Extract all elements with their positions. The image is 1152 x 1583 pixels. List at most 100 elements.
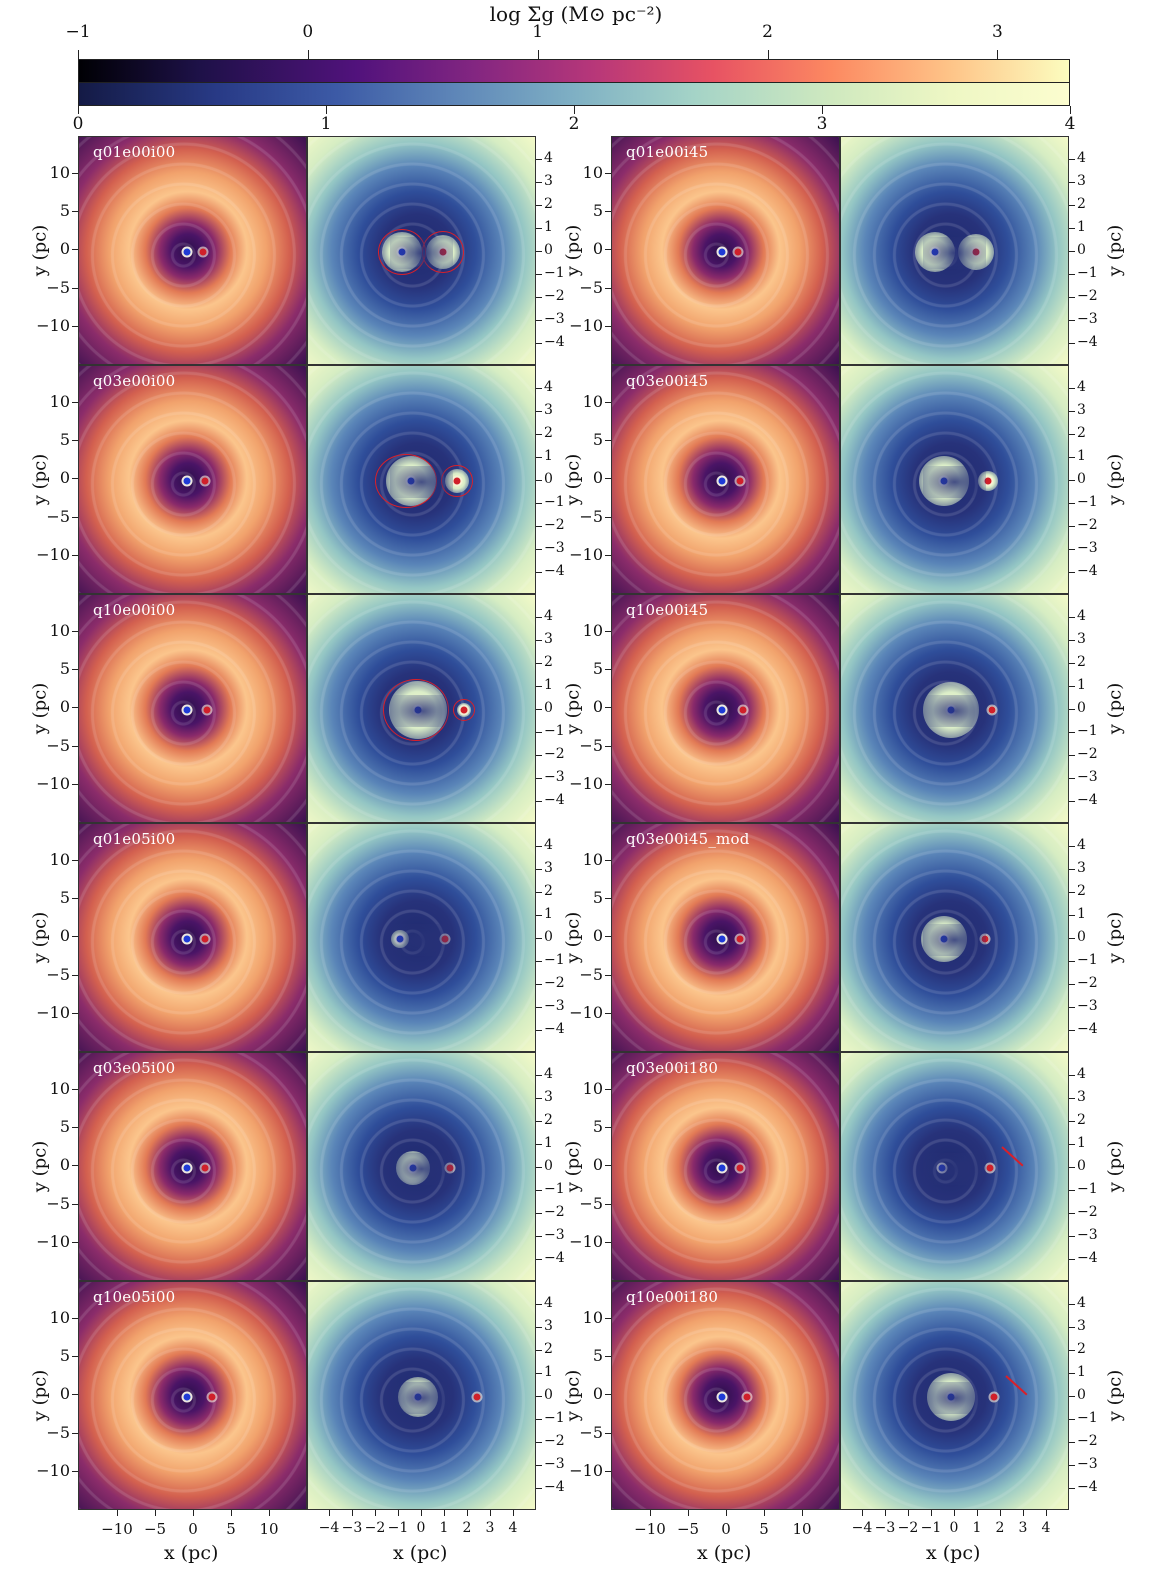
colorbar-top-tick-label: 2 — [762, 22, 773, 42]
secondary-bh-marker — [988, 706, 996, 713]
secondary-bh-marker — [984, 477, 992, 484]
secondary-bh-marker — [739, 706, 747, 713]
y-tick — [72, 898, 78, 900]
colorbar-bottom-tick — [822, 106, 823, 114]
run-label: q01e00i00 — [93, 143, 176, 161]
surface-density-wide-panel: q03e00i45_mod — [611, 823, 840, 1052]
y-tick-label: 3 — [1077, 860, 1086, 876]
y-tick-label: −2 — [544, 1433, 565, 1449]
y-tick — [536, 251, 542, 252]
y-tick-label: 3 — [1077, 402, 1086, 418]
y-tick-label: 2 — [544, 654, 553, 670]
y-tick — [605, 173, 611, 174]
x-tick-label: 2 — [462, 1520, 472, 1536]
y-tick-label: −2 — [1077, 1204, 1098, 1220]
y-tick — [536, 549, 542, 550]
colorbar-top-tick-label: 3 — [991, 22, 1003, 42]
y-tick-label: 0 — [1077, 700, 1086, 716]
surface-density-zoom-panel — [840, 365, 1069, 594]
y-tick — [605, 440, 611, 442]
y-tick — [536, 480, 542, 481]
x-tick-label: −10 — [634, 1520, 666, 1538]
x-tick — [352, 1510, 353, 1516]
x-tick — [1023, 1510, 1024, 1516]
y-tick — [536, 1121, 542, 1122]
y-tick-label: 5 — [59, 1346, 70, 1366]
y-tick — [536, 1007, 542, 1008]
y-tick — [72, 1165, 78, 1167]
x-tick-label: −3 — [341, 1520, 363, 1536]
y-tick-label: 0 — [59, 1384, 70, 1404]
y-tick-label: −5 — [46, 277, 70, 297]
x-tick — [490, 1510, 491, 1516]
y-tick-label: 2 — [1077, 425, 1086, 441]
y-tick — [1069, 892, 1075, 893]
y-tick — [536, 915, 542, 916]
y-tick-label: 5 — [59, 430, 70, 450]
y-tick-label: −1 — [1077, 265, 1098, 281]
surface-density-zoom-panel — [840, 136, 1069, 365]
y-tick-label: −4 — [1077, 563, 1098, 579]
y-tick — [72, 478, 78, 480]
x-tick-label: 3 — [1018, 1520, 1028, 1536]
y-tick — [72, 1318, 78, 1319]
y-tick-label: −3 — [544, 311, 565, 327]
x-tick — [193, 1510, 194, 1516]
minidisc-glow — [396, 1150, 431, 1185]
y-tick — [536, 228, 542, 229]
y-tick-label: 4 — [544, 150, 553, 166]
y-tick — [1069, 1144, 1075, 1145]
minidisc-glow — [921, 915, 968, 962]
y-tick-label: −10 — [569, 315, 603, 335]
minidisc-glow — [936, 1162, 947, 1173]
x-tick — [467, 1510, 468, 1516]
y-tick — [72, 783, 78, 785]
run-label: q01e00i45 — [626, 143, 709, 161]
y-tick — [605, 1432, 611, 1434]
roche-lobe-outline — [382, 678, 449, 741]
x-tick — [375, 1510, 376, 1516]
y-tick — [1069, 961, 1075, 962]
y-tick-label: 0 — [59, 926, 70, 946]
secondary-bh-marker — [201, 477, 209, 484]
y-tick-label: −10 — [569, 773, 603, 793]
y-tick-label: −2 — [1077, 1433, 1098, 1449]
secondary-bh-marker — [734, 248, 742, 255]
x-tick — [155, 1510, 156, 1516]
y-tick-label: −10 — [36, 1002, 70, 1022]
colorbar-ylgnbu — [78, 82, 1070, 106]
x-tick — [269, 1510, 270, 1516]
y-tick-label: 5 — [592, 1117, 603, 1137]
x-tick — [329, 1510, 330, 1516]
minidisc-glow — [922, 681, 979, 738]
y-tick-label: −1 — [544, 723, 565, 739]
roche-lobe-outline — [377, 228, 426, 275]
y-tick-label: 0 — [592, 926, 603, 946]
y-tick-label: 1 — [1077, 677, 1086, 693]
y-tick-label: 10 — [49, 163, 70, 182]
primary-bh-marker — [414, 1393, 422, 1400]
x-tick — [1000, 1510, 1001, 1516]
x-tick-label: −3 — [874, 1520, 896, 1536]
y-tick-label: −4 — [1077, 792, 1098, 808]
x-tick-label: 4 — [1041, 1520, 1051, 1536]
y-tick-label: 1 — [1077, 219, 1086, 235]
surface-density-zoom-panel — [307, 823, 536, 1052]
y-tick-label: −3 — [1077, 998, 1098, 1014]
y-tick-label: −1 — [1077, 494, 1098, 510]
y-tick-label: 10 — [582, 1308, 603, 1327]
y-tick-label: 4 — [544, 1295, 553, 1311]
run-label: q01e05i00 — [93, 830, 176, 848]
y-tick-label: 3 — [544, 1089, 553, 1105]
y-tick-label: −4 — [544, 563, 565, 579]
y-tick — [72, 1432, 78, 1434]
y-tick-label: 0 — [1077, 471, 1086, 487]
y-tick — [1069, 1190, 1075, 1191]
y-tick-label: 0 — [1077, 242, 1086, 258]
y-tick — [1069, 1075, 1075, 1076]
y-tick — [605, 1394, 611, 1396]
primary-bh-marker — [718, 477, 726, 484]
y-tick — [536, 411, 542, 412]
y-tick — [605, 631, 611, 632]
colorbar-bottom-tick-label: 1 — [320, 114, 332, 134]
